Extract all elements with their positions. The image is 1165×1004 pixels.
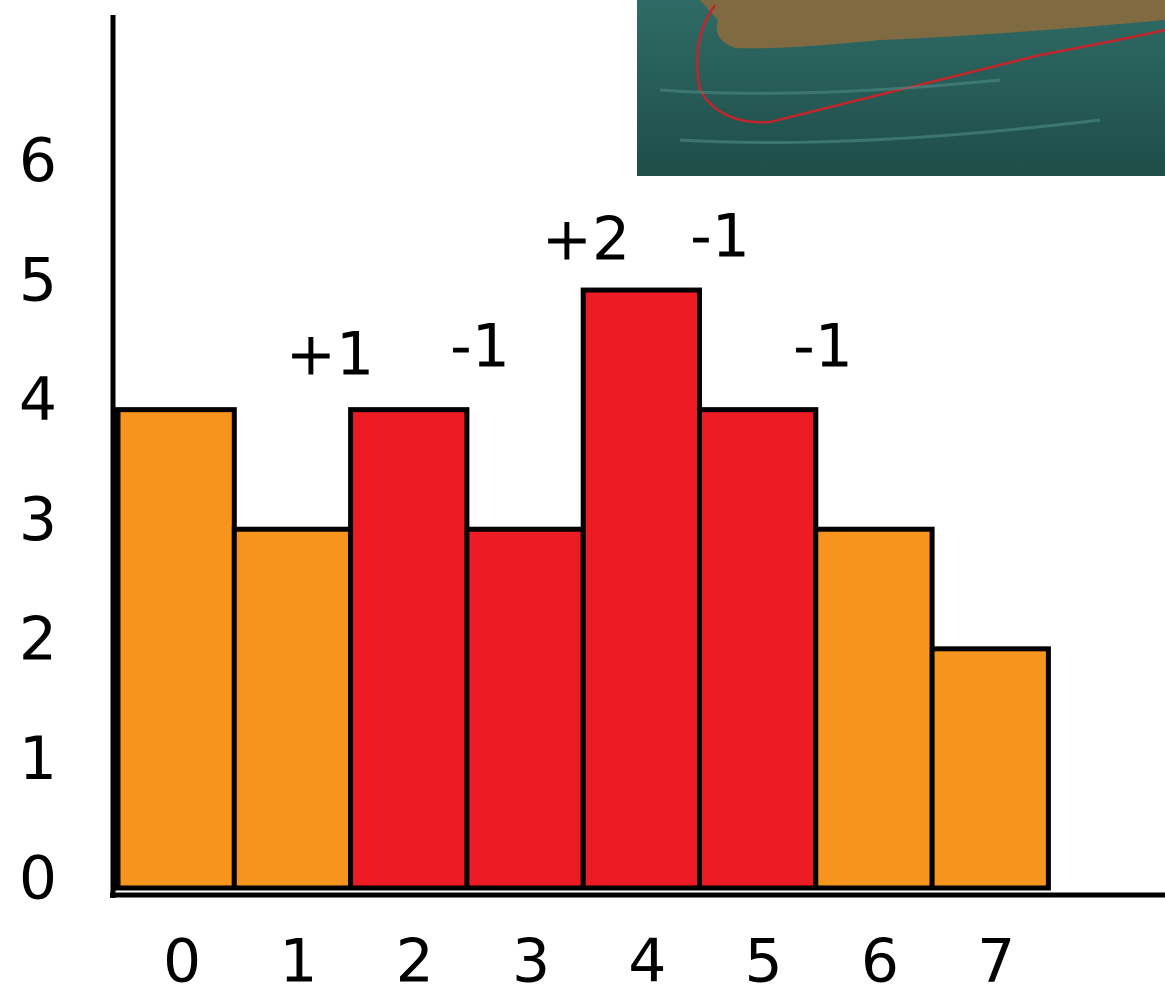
x-tick-label: 5 [745,927,783,997]
page: 012345601234567+1-1+2-1-1 (() => { const… [0,0,1165,1000]
bar [467,529,583,888]
x-tick-label: 2 [396,927,434,997]
annotation: +1 [286,320,374,390]
photo-inset [637,0,1165,176]
annotation: +2 [542,205,630,275]
bar [351,410,467,888]
x-tick-label: 0 [163,927,201,997]
bar [700,410,816,888]
bar [816,529,932,888]
annotation: -1 [793,312,853,382]
x-tick-label: 4 [628,927,666,997]
y-tick-label: 5 [19,246,57,316]
chart: 0 1 2 3 4 5 6 0 1 2 3 4 5 6 7 +1 -1 +2 -1 -1 [0,0,1165,1000]
y-tick-label: 4 [19,365,57,435]
annotation: -1 [690,202,750,272]
bar [118,410,234,888]
y-tick-label: 2 [19,604,57,674]
y-tick-label: 3 [19,485,57,555]
bar [583,290,699,888]
x-tick-label: 1 [279,927,317,997]
bar [932,649,1048,888]
x-tick-label: 3 [512,927,550,997]
y-tick-label: 6 [19,126,57,196]
x-tick-label: 7 [977,927,1015,997]
y-tick-label: 0 [19,844,57,914]
x-tick-label: 6 [861,927,899,997]
annotation: -1 [450,312,510,382]
bar [234,529,350,888]
y-tick-label: 1 [19,724,57,794]
